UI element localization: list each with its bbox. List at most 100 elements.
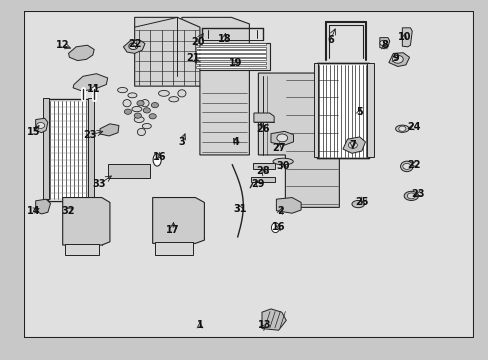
Circle shape xyxy=(143,108,150,113)
Bar xyxy=(196,62,266,64)
Text: 15: 15 xyxy=(27,127,40,137)
Text: 17: 17 xyxy=(166,225,179,235)
Bar xyxy=(313,63,318,157)
Bar xyxy=(196,50,266,53)
Text: 28: 28 xyxy=(256,166,269,176)
Text: 9: 9 xyxy=(391,53,398,63)
Ellipse shape xyxy=(122,100,131,107)
Bar xyxy=(43,98,49,199)
Text: 24: 24 xyxy=(406,122,420,132)
Polygon shape xyxy=(402,28,411,47)
Bar xyxy=(196,43,266,45)
Bar xyxy=(251,177,274,183)
Circle shape xyxy=(398,126,405,131)
Circle shape xyxy=(124,109,131,114)
Text: 12: 12 xyxy=(56,40,69,50)
Ellipse shape xyxy=(132,107,142,112)
Text: 32: 32 xyxy=(61,206,75,216)
Bar xyxy=(193,43,269,70)
Polygon shape xyxy=(62,198,110,245)
Polygon shape xyxy=(388,53,409,67)
Polygon shape xyxy=(68,45,94,60)
Ellipse shape xyxy=(128,93,137,98)
Circle shape xyxy=(151,103,158,108)
Ellipse shape xyxy=(403,191,418,201)
Polygon shape xyxy=(342,137,365,153)
Text: 7: 7 xyxy=(349,140,356,150)
Circle shape xyxy=(402,163,410,169)
Polygon shape xyxy=(258,73,339,207)
Polygon shape xyxy=(36,118,48,133)
Circle shape xyxy=(134,113,141,118)
Ellipse shape xyxy=(158,90,169,96)
Text: 14: 14 xyxy=(27,206,40,216)
Text: 20: 20 xyxy=(190,37,204,47)
Text: 26: 26 xyxy=(256,124,269,134)
Text: 23: 23 xyxy=(83,130,96,140)
Text: 6: 6 xyxy=(326,35,333,45)
Polygon shape xyxy=(100,124,119,136)
Text: 22: 22 xyxy=(406,160,420,170)
Polygon shape xyxy=(73,74,107,91)
Ellipse shape xyxy=(272,158,293,165)
Text: 11: 11 xyxy=(87,85,101,94)
Polygon shape xyxy=(36,199,50,214)
Text: 27: 27 xyxy=(271,143,285,153)
Circle shape xyxy=(347,142,357,148)
Circle shape xyxy=(407,193,414,199)
Polygon shape xyxy=(123,40,145,53)
Polygon shape xyxy=(134,17,200,86)
Ellipse shape xyxy=(134,117,144,122)
Polygon shape xyxy=(182,17,249,155)
Bar xyxy=(88,98,94,199)
Ellipse shape xyxy=(271,223,279,233)
Text: 13: 13 xyxy=(258,320,271,330)
Polygon shape xyxy=(262,309,285,330)
Circle shape xyxy=(128,43,138,49)
Text: 16: 16 xyxy=(271,222,285,232)
Ellipse shape xyxy=(395,125,408,132)
Text: 3: 3 xyxy=(178,137,185,147)
Bar xyxy=(107,164,150,178)
Bar xyxy=(155,242,193,255)
Ellipse shape xyxy=(400,161,412,172)
Bar xyxy=(65,244,99,255)
Text: 10: 10 xyxy=(397,32,410,42)
Text: 21: 21 xyxy=(186,53,200,63)
Bar xyxy=(196,54,266,57)
Circle shape xyxy=(379,40,386,45)
Circle shape xyxy=(392,55,403,63)
Text: 1: 1 xyxy=(196,320,203,330)
Bar xyxy=(366,63,373,157)
Bar xyxy=(48,99,88,201)
Circle shape xyxy=(149,114,156,119)
Text: 23: 23 xyxy=(410,189,424,199)
Text: 33: 33 xyxy=(92,179,105,189)
Circle shape xyxy=(276,134,287,142)
Circle shape xyxy=(137,100,144,106)
Ellipse shape xyxy=(141,100,149,107)
Text: 8: 8 xyxy=(380,40,387,50)
Text: 29: 29 xyxy=(251,179,264,189)
Ellipse shape xyxy=(142,123,151,129)
Ellipse shape xyxy=(117,87,127,93)
Bar xyxy=(196,58,266,60)
Text: 18: 18 xyxy=(217,33,231,44)
Text: 16: 16 xyxy=(152,152,166,162)
Bar xyxy=(196,66,266,68)
Bar xyxy=(316,63,368,158)
Ellipse shape xyxy=(137,129,145,136)
Bar xyxy=(252,163,274,169)
Ellipse shape xyxy=(351,201,364,208)
Polygon shape xyxy=(152,198,204,243)
Text: 19: 19 xyxy=(229,58,242,68)
Polygon shape xyxy=(276,198,301,213)
Text: 2: 2 xyxy=(277,206,284,216)
Circle shape xyxy=(37,122,44,129)
Text: 30: 30 xyxy=(276,161,289,171)
Text: 5: 5 xyxy=(355,107,362,117)
Text: 22: 22 xyxy=(128,39,141,49)
Ellipse shape xyxy=(178,90,185,97)
Bar xyxy=(196,47,266,49)
Text: 4: 4 xyxy=(232,137,239,147)
